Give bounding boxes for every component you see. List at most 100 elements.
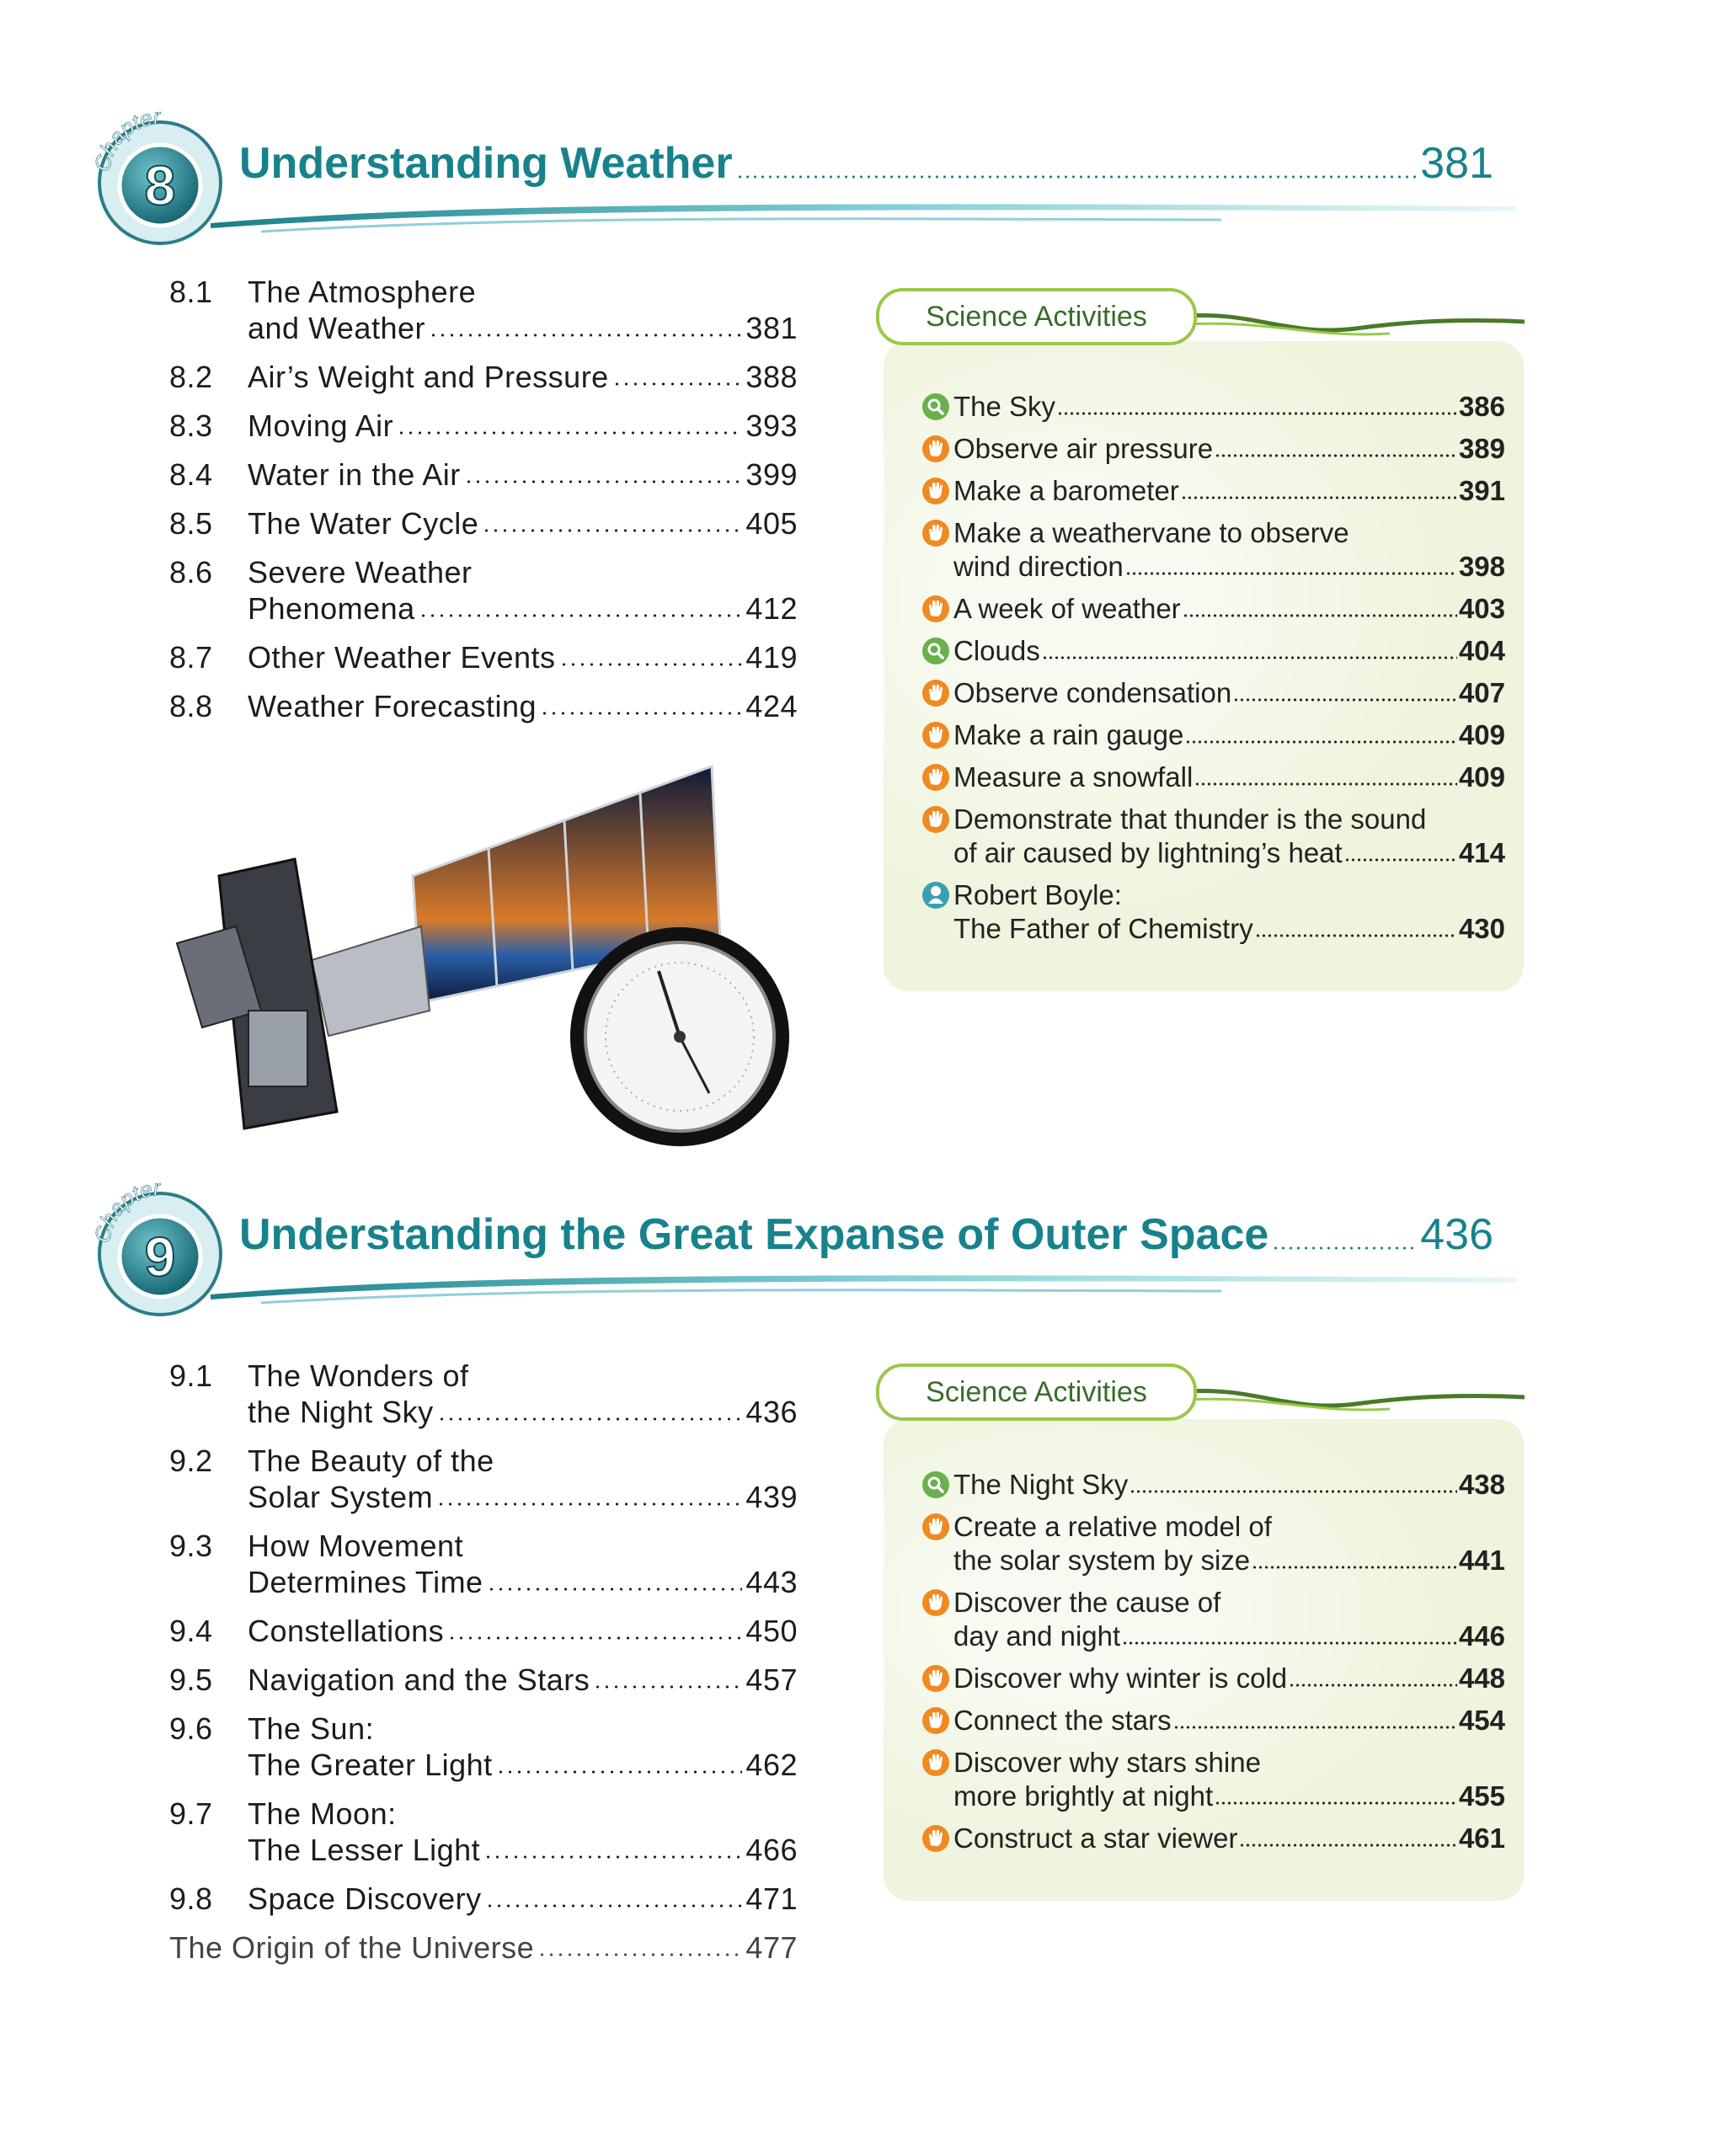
activity-entry: Discover the cause of day and night 446 bbox=[921, 1586, 1505, 1653]
entry-text: Air’s Weight and Pressure bbox=[248, 360, 609, 394]
section-entry: 9.8 Space Discovery 471 bbox=[169, 1881, 798, 1917]
entry-line: the Night Sky 436 bbox=[248, 1394, 798, 1430]
page-number: 439 bbox=[745, 1480, 798, 1514]
section-lines: The Moon: The Lesser Light 466 bbox=[248, 1796, 798, 1868]
activity-lines: Make a barometer 391 bbox=[953, 474, 1505, 508]
entry-text: Determines Time bbox=[248, 1565, 483, 1599]
chapter-badge: Chapter 9 bbox=[89, 1177, 222, 1316]
entry-line: the solar system by size 441 bbox=[953, 1544, 1505, 1577]
activity-entry: The Night Sky 438 bbox=[921, 1468, 1505, 1502]
leader bbox=[436, 1417, 743, 1422]
entry-text: more brightly at night bbox=[953, 1780, 1214, 1812]
leader bbox=[1215, 1801, 1457, 1806]
page-number: 443 bbox=[745, 1565, 798, 1599]
section-number: 9.1 bbox=[169, 1358, 213, 1393]
entry-line: Make a barometer 391 bbox=[953, 474, 1505, 508]
wave bbox=[1188, 312, 1525, 336]
entry-text: The Father of Chemistry bbox=[953, 913, 1253, 944]
entry-text: of air caused by lightning’s heat bbox=[953, 837, 1343, 868]
section-entry: 8.4 Water in the Air 399 bbox=[169, 456, 798, 493]
page-number: 441 bbox=[1458, 1545, 1505, 1576]
page-number: 414 bbox=[1458, 837, 1505, 868]
section-entry: 8.5 The Water Cycle 405 bbox=[169, 505, 798, 542]
leader bbox=[1254, 933, 1457, 938]
chapter-number: 9 bbox=[145, 1225, 176, 1288]
section-number: 8.2 bbox=[169, 360, 213, 394]
entry-text: Moving Air bbox=[248, 408, 394, 443]
activity-icon-hand bbox=[922, 1589, 949, 1616]
activity-lines: Create a relative model of the solar syst… bbox=[953, 1510, 1505, 1577]
leader bbox=[428, 333, 743, 338]
entry-text: Navigation and the Stars bbox=[248, 1662, 590, 1697]
activity-lines: The Night Sky 438 bbox=[953, 1468, 1505, 1502]
leader bbox=[1233, 697, 1457, 702]
entry-text: Measure a snowfall bbox=[953, 761, 1194, 792]
section-lines: Air’s Weight and Pressure 388 bbox=[248, 359, 798, 395]
activity-lines: Make a weathervane to observe wind direct… bbox=[953, 516, 1505, 584]
section-lines: The Water Cycle 405 bbox=[248, 505, 798, 542]
entry-text: The Greater Light bbox=[248, 1748, 493, 1782]
page-number: 457 bbox=[745, 1662, 798, 1697]
leader bbox=[1215, 453, 1457, 458]
activity-entry: Robert Boyle: The Father of Chemistry 430 bbox=[921, 878, 1505, 946]
section-entry: 8.6 Severe Weather Phenomena 412 bbox=[169, 554, 798, 627]
entry-text: The Lesser Light bbox=[248, 1833, 481, 1867]
section-entry: 8.7 Other Weather Events 419 bbox=[169, 639, 798, 675]
activity-icon-search bbox=[922, 393, 949, 420]
activities-heading: Science Activities bbox=[876, 288, 1197, 345]
section-title: The Sun: bbox=[248, 1711, 375, 1746]
entry-line: The Origin of the Universe 477 bbox=[169, 1929, 798, 1966]
chapter-title: Understanding the Great Expanse of Outer… bbox=[239, 1210, 1269, 1259]
activity-title: Discover the cause of bbox=[953, 1587, 1221, 1618]
section-lines: The Atmosphere and Weather 381 bbox=[248, 274, 798, 346]
section-entry: 8.2 Air’s Weight and Pressure 388 bbox=[169, 359, 798, 395]
page-number: 455 bbox=[1458, 1780, 1505, 1812]
page-number: 430 bbox=[1458, 913, 1505, 944]
section-list: 9.1 The Wonders of the Night Sky 436 9.2 The … bbox=[169, 1358, 798, 1978]
entry-text: the Night Sky bbox=[248, 1395, 434, 1429]
section-entry: 9.2 The Beauty of the Solar System 439 bbox=[169, 1443, 798, 1515]
leader bbox=[558, 662, 743, 667]
entry-line: Measure a snowfall 409 bbox=[953, 760, 1505, 794]
barometer-illustration bbox=[570, 927, 789, 1146]
activity-entry: The Sky 386 bbox=[921, 390, 1505, 424]
leader bbox=[436, 1502, 743, 1507]
section-lines: Space Discovery 471 bbox=[248, 1881, 798, 1917]
activity-icon-hand bbox=[922, 478, 949, 504]
leader bbox=[540, 711, 743, 716]
entry-text: Solar System bbox=[248, 1480, 434, 1514]
chapter-badge: Chapter 8 bbox=[89, 105, 222, 245]
leader bbox=[1041, 655, 1457, 660]
section-number: 9.6 bbox=[169, 1711, 213, 1746]
entry-text: A week of weather bbox=[953, 593, 1181, 624]
leader bbox=[1239, 1843, 1457, 1848]
section-lines: The Beauty of the Solar System 439 bbox=[248, 1443, 798, 1515]
activity-icon-hand bbox=[922, 680, 949, 707]
section-number: 9.4 bbox=[169, 1614, 213, 1648]
entry-line: Space Discovery 471 bbox=[248, 1881, 798, 1917]
activity-icon-hand bbox=[922, 1513, 949, 1540]
activity-lines: Make a rain gauge 409 bbox=[953, 718, 1505, 752]
entry-line: Construct a star viewer 461 bbox=[953, 1822, 1505, 1855]
activity-entry: Make a barometer 391 bbox=[921, 474, 1505, 508]
section-number: 8.1 bbox=[169, 275, 213, 309]
activity-entry: A week of weather 403 bbox=[921, 592, 1505, 626]
section-title: The Atmosphere bbox=[248, 275, 477, 309]
section-lines: The Origin of the Universe 477 bbox=[169, 1929, 798, 1966]
page-number: 403 bbox=[1458, 593, 1505, 624]
leader bbox=[484, 1903, 743, 1908]
activity-icon-person bbox=[922, 882, 949, 909]
leader bbox=[1182, 613, 1457, 618]
activity-title: Discover why stars shine bbox=[953, 1747, 1261, 1778]
page-number: 391 bbox=[1458, 475, 1505, 506]
entry-text: Other Weather Events bbox=[248, 640, 556, 675]
page-number: 399 bbox=[745, 457, 798, 492]
activity-title: Make a weathervane to observe bbox=[953, 517, 1349, 548]
section-title: The Beauty of the bbox=[248, 1444, 494, 1478]
entry-line: The Lesser Light 466 bbox=[248, 1832, 798, 1868]
section-number: 8.8 bbox=[169, 689, 213, 723]
page-number: 446 bbox=[1458, 1620, 1505, 1652]
activity-lines: Demonstrate that thunder is the sound of … bbox=[953, 803, 1505, 870]
section-entry: 9.4 Constellations 450 bbox=[169, 1613, 798, 1649]
